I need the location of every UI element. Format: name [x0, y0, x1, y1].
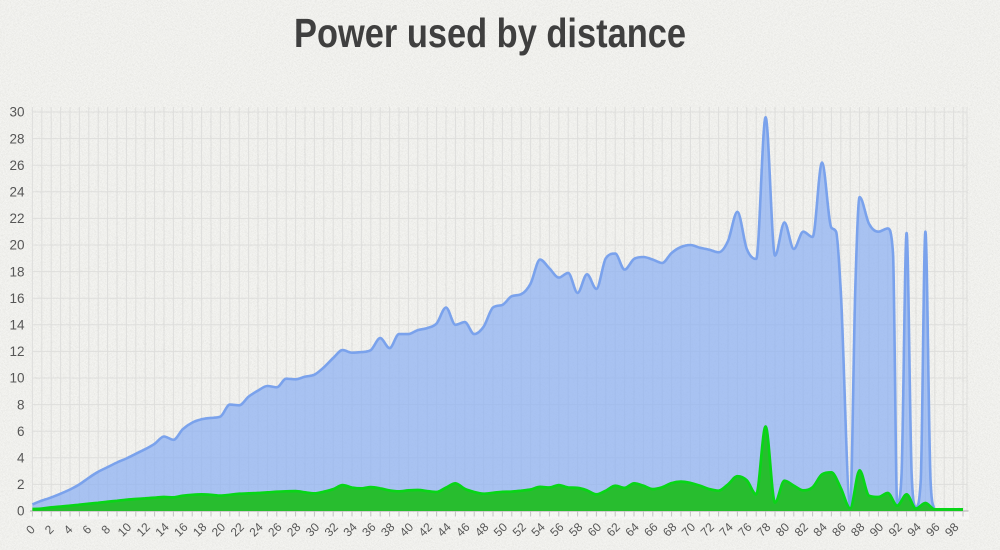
svg-text:24: 24: [9, 185, 25, 200]
svg-text:4: 4: [17, 451, 25, 466]
svg-text:2: 2: [17, 477, 25, 492]
svg-text:22: 22: [9, 211, 24, 226]
svg-text:12: 12: [9, 344, 24, 359]
svg-text:26: 26: [9, 158, 24, 173]
svg-text:Power used by distance: Power used by distance: [294, 10, 686, 56]
svg-text:30: 30: [9, 105, 24, 120]
svg-text:0: 0: [17, 504, 25, 519]
svg-text:8: 8: [17, 397, 25, 412]
svg-text:28: 28: [9, 131, 24, 146]
svg-text:10: 10: [9, 371, 24, 386]
svg-text:20: 20: [9, 238, 24, 253]
svg-text:18: 18: [9, 264, 24, 279]
svg-text:14: 14: [9, 318, 25, 333]
svg-text:6: 6: [17, 424, 25, 439]
svg-text:16: 16: [9, 291, 24, 306]
